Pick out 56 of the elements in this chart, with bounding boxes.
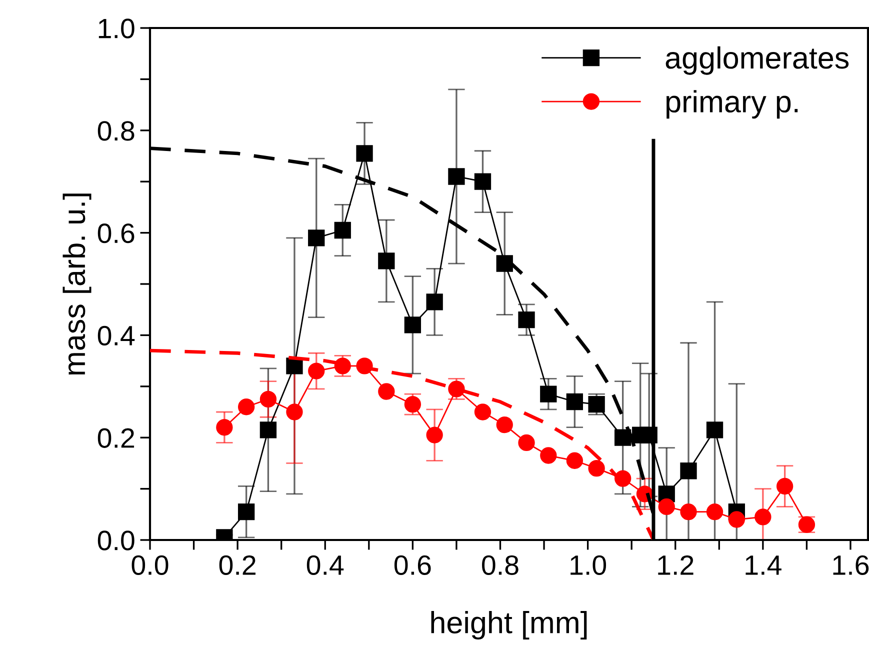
point bbox=[518, 312, 535, 328]
point bbox=[404, 316, 422, 334]
point bbox=[540, 386, 557, 402]
point bbox=[286, 358, 303, 374]
point bbox=[706, 422, 724, 438]
y-tick-label: 0.6 bbox=[98, 223, 134, 244]
point bbox=[706, 504, 724, 520]
point bbox=[216, 419, 233, 436]
point bbox=[728, 511, 745, 528]
point bbox=[378, 252, 395, 270]
point bbox=[776, 478, 794, 495]
point bbox=[426, 426, 443, 444]
point bbox=[448, 168, 465, 185]
y-tick-label: 0.4 bbox=[98, 326, 135, 346]
x-axis-title: height [mm] bbox=[431, 611, 587, 640]
point bbox=[378, 383, 395, 400]
point bbox=[588, 460, 605, 477]
point bbox=[260, 422, 277, 438]
y-tick-label: 1.0 bbox=[98, 18, 134, 38]
point bbox=[238, 504, 255, 520]
point bbox=[238, 398, 255, 416]
point bbox=[474, 173, 492, 190]
point bbox=[474, 404, 492, 420]
point bbox=[308, 362, 325, 380]
x-tick-label: 0.0 bbox=[132, 555, 168, 575]
point bbox=[518, 434, 535, 452]
x-tick-label: 0.2 bbox=[219, 555, 256, 575]
point bbox=[260, 390, 277, 408]
point bbox=[496, 255, 513, 272]
y-tick-label: 0.2 bbox=[98, 428, 134, 448]
y-tick-label: 0.8 bbox=[98, 121, 134, 141]
point bbox=[356, 145, 373, 162]
legend-label: primary p. bbox=[666, 90, 798, 119]
point bbox=[566, 393, 584, 410]
point bbox=[334, 222, 351, 239]
point bbox=[448, 380, 465, 398]
point bbox=[680, 504, 697, 520]
x-tick-label: 0.8 bbox=[482, 555, 518, 575]
x-tick-label: 1.2 bbox=[658, 555, 694, 575]
point bbox=[308, 230, 325, 246]
x-tick-label: 0.4 bbox=[306, 555, 344, 575]
y-axis-title: mass [arb. u.] bbox=[62, 194, 92, 375]
point bbox=[658, 498, 675, 516]
point bbox=[566, 452, 584, 469]
point bbox=[426, 294, 443, 310]
point bbox=[680, 462, 697, 480]
x-tick-label: 0.6 bbox=[394, 555, 431, 575]
legend-label: agglomerates bbox=[666, 46, 849, 75]
y-tick-label: 0.0 bbox=[98, 530, 134, 550]
x-tick-label: 1.4 bbox=[746, 556, 782, 575]
point bbox=[286, 404, 303, 420]
point bbox=[540, 447, 557, 464]
x-tick-label: 1.6 bbox=[833, 555, 869, 575]
x-tick-label: 1.0 bbox=[570, 555, 606, 575]
point bbox=[496, 416, 513, 434]
point bbox=[754, 508, 772, 526]
